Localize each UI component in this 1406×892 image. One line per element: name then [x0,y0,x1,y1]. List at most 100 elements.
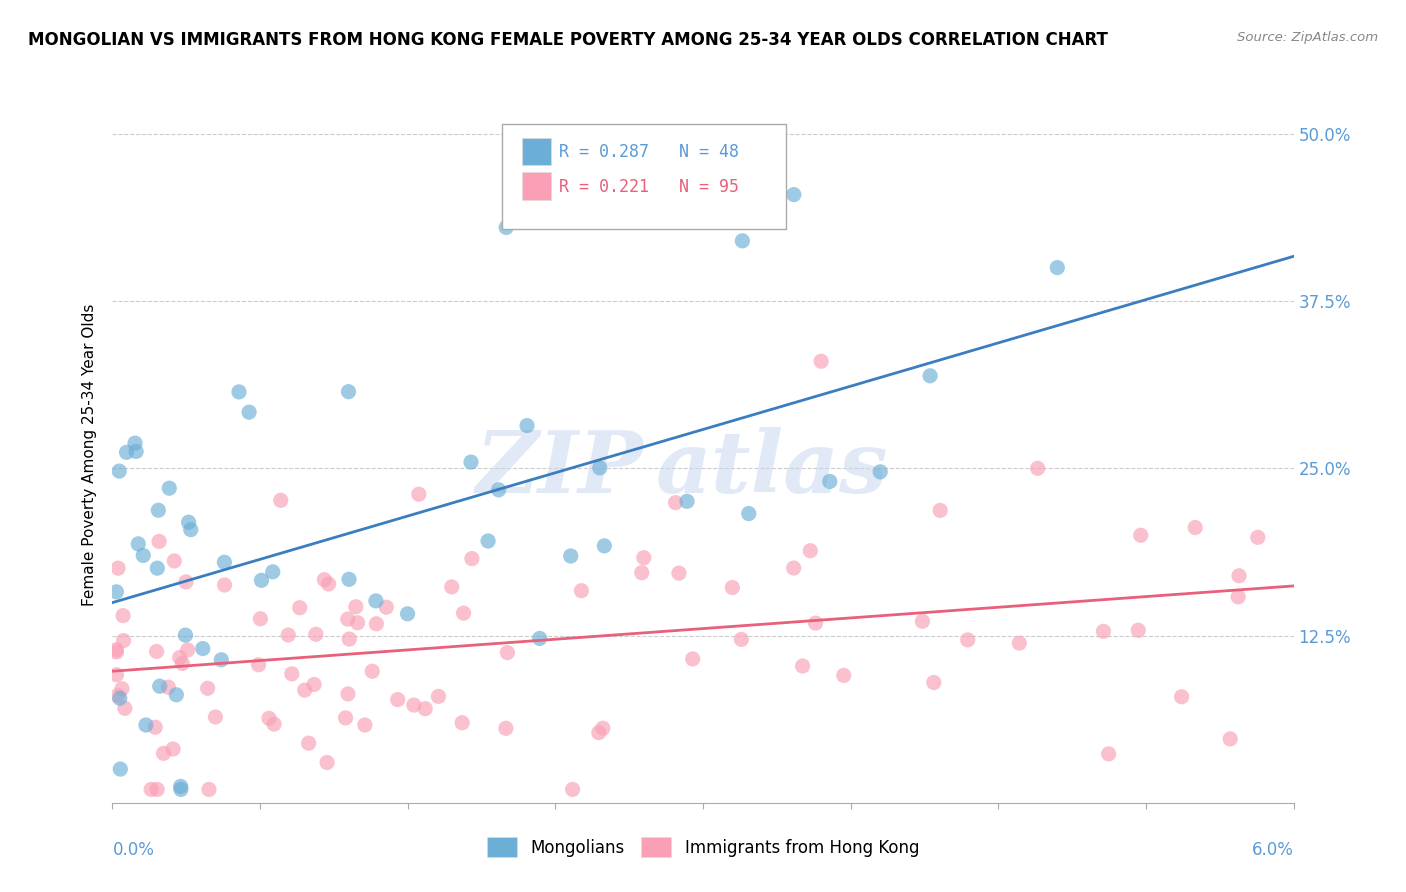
Point [105,642,128,657]
Point [197,681,219,696]
Point [302,677,325,691]
Point [132,549,155,563]
Point [337,572,360,586]
Point [664,496,686,510]
Point [298,736,321,750]
Point [105,645,128,659]
Point [111,681,134,696]
Text: ZIP: ZIP [477,427,644,510]
Point [1128,624,1150,638]
Text: 6.0%: 6.0% [1251,841,1294,859]
Point [1129,528,1152,542]
Point [1046,260,1069,275]
Point [115,445,138,459]
Point [191,641,214,656]
Point [335,711,357,725]
Point [172,657,194,671]
Point [799,543,821,558]
Point [453,606,475,620]
Point [804,616,827,631]
Point [174,574,197,589]
Point [451,715,474,730]
Point [247,657,270,672]
Point [495,722,517,736]
Point [314,573,336,587]
Point [165,688,187,702]
Point [177,515,200,529]
Point [105,667,128,681]
Point [204,710,226,724]
Point [281,666,304,681]
Point [364,594,387,608]
Point [169,650,191,665]
Point [124,436,146,450]
FancyBboxPatch shape [502,124,786,229]
Point [146,561,169,575]
Point [336,687,359,701]
Point [1247,530,1270,544]
Point [810,354,832,368]
Point [682,652,704,666]
Point [163,554,186,568]
Point [318,577,340,591]
Point [228,384,250,399]
Point [1008,636,1031,650]
Point [592,721,614,735]
Point [1097,747,1119,761]
Point [630,566,652,580]
Point [721,581,744,595]
Point [375,600,398,615]
Point [148,503,170,517]
Point [1026,461,1049,475]
Point [869,465,891,479]
Point [148,534,170,549]
Point [346,615,368,630]
Point [427,690,450,704]
Point [956,632,979,647]
Point [782,561,804,575]
Point [460,455,482,469]
Point [344,599,367,614]
Point [668,566,690,581]
Y-axis label: Female Poverty Among 25-34 Year Olds: Female Poverty Among 25-34 Year Olds [82,304,97,606]
Point [162,742,184,756]
Point [114,701,136,715]
Point [396,607,419,621]
Point [108,464,131,478]
Point [316,756,339,770]
Point [911,614,934,628]
Point [560,549,582,563]
Point [135,718,157,732]
Point [413,701,436,715]
Point [112,608,135,623]
Point [336,612,359,626]
Point [257,711,280,725]
Point [214,578,236,592]
Point [477,533,499,548]
FancyBboxPatch shape [522,172,551,201]
Point [107,689,129,703]
Point [792,659,814,673]
Point [294,683,316,698]
Point [633,550,655,565]
Point [262,565,284,579]
Point [176,643,198,657]
Point [496,646,519,660]
Point [1227,569,1250,583]
Point [818,475,841,489]
Point [593,539,616,553]
Point [238,405,260,419]
Point [250,574,273,588]
Point [146,782,169,797]
Point [105,584,128,599]
Text: R = 0.287   N = 48: R = 0.287 N = 48 [560,144,740,161]
Point [157,481,180,495]
Point [929,503,952,517]
Point [198,782,221,797]
Point [125,444,148,458]
Point [529,632,551,646]
Point [1227,590,1250,604]
Text: R = 0.221   N = 95: R = 0.221 N = 95 [560,178,740,196]
Point [170,780,193,794]
Point [731,234,754,248]
